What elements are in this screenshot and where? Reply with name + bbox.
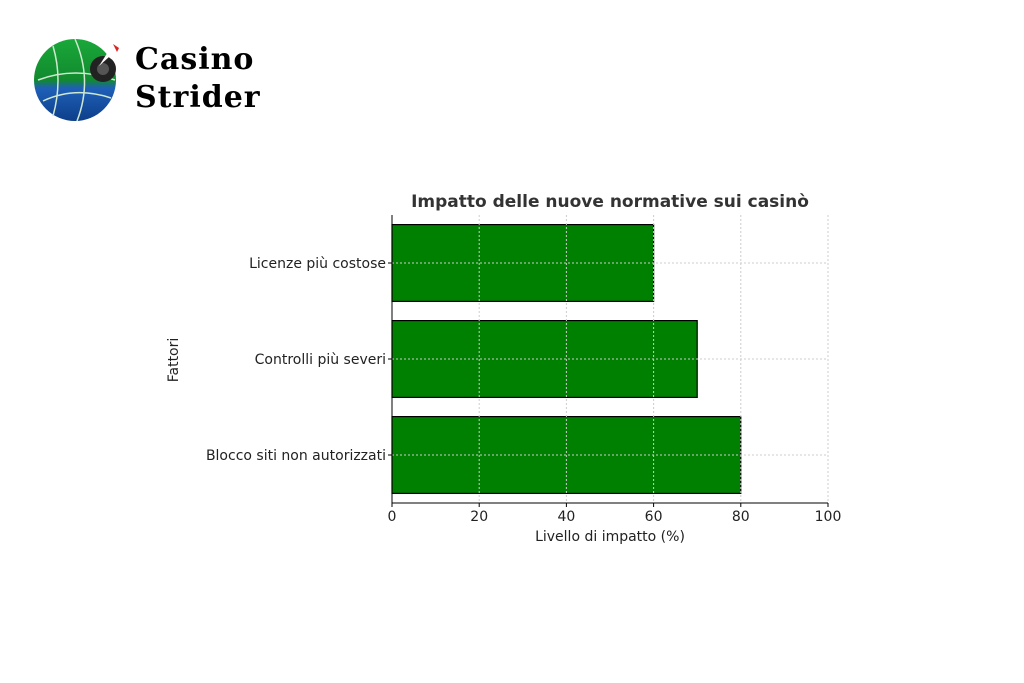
x-tick-label: 20	[470, 509, 488, 525]
y-tick-label: Blocco siti non autorizzati	[206, 448, 386, 464]
casino-strider-logo: Casino Strider	[33, 36, 273, 122]
logo-line2: Strider	[135, 80, 261, 115]
x-tick-label: 0	[388, 509, 397, 525]
bar	[391, 224, 655, 303]
x-tick-label: 60	[645, 509, 663, 525]
chart-title: Impatto delle nuove normative sui casinò	[411, 192, 809, 212]
y-axis-label: Fattori	[166, 338, 182, 383]
x-tick-label: 100	[815, 509, 842, 525]
y-tick-label: Controlli più severi	[255, 352, 386, 368]
globe-chip-icon	[34, 38, 119, 122]
x-tick-label: 80	[732, 509, 750, 525]
logo-line1: Casino	[135, 42, 255, 77]
y-tick-label: Licenze più costose	[249, 256, 386, 272]
x-tick-label: 40	[557, 509, 575, 525]
x-axis-label: Livello di impatto (%)	[535, 529, 685, 545]
